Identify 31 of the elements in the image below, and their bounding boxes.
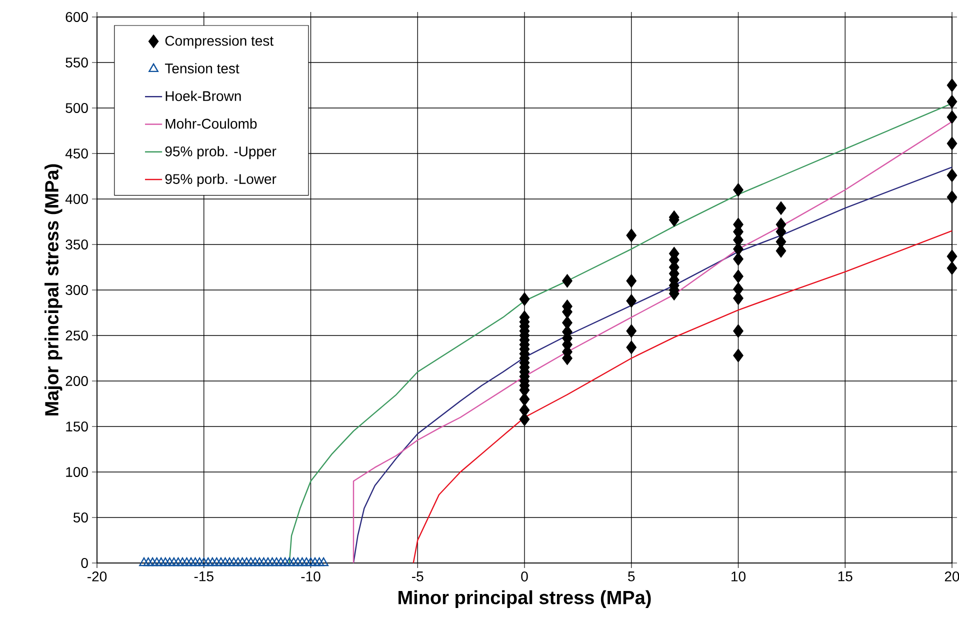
y-tick-label: 100 bbox=[66, 467, 88, 477]
x-tick-label: -20 bbox=[88, 572, 107, 582]
y-tick-label: 550 bbox=[66, 58, 88, 68]
x-tick-label: 5 bbox=[628, 572, 635, 582]
y-tick-label: 150 bbox=[66, 422, 88, 432]
y-tick-label: 450 bbox=[65, 148, 88, 158]
x-tick-label: -10 bbox=[301, 572, 320, 582]
x-tick-label: 15 bbox=[838, 572, 852, 582]
y-tick-label: 400 bbox=[65, 194, 88, 204]
y-tick-label: 600 bbox=[66, 12, 88, 22]
y-tick-label: 350 bbox=[66, 240, 88, 250]
y-tick-label: 0 bbox=[81, 558, 88, 568]
legend-label: Mohr-Coulomb bbox=[166, 118, 257, 129]
x-tick-label: -5 bbox=[412, 572, 424, 582]
y-tick-label: 200 bbox=[66, 376, 88, 386]
legend-label: 95% prob. -Upper bbox=[165, 146, 276, 160]
y-tick-label: 50 bbox=[73, 512, 88, 522]
y-tick-label: 250 bbox=[66, 330, 88, 340]
x-tick-label: -15 bbox=[194, 572, 214, 582]
y-axis-title: Major principal stress (MPa) bbox=[44, 164, 62, 416]
legend-label: Compression test bbox=[165, 35, 274, 49]
legend-label: 95% porb. -Lower bbox=[165, 174, 276, 187]
y-tick-label: 500 bbox=[66, 103, 88, 113]
x-axis-title: Minor principal stress (MPa) bbox=[398, 590, 651, 608]
x-tick-label: 0 bbox=[521, 572, 528, 582]
legend-label: Tension test bbox=[164, 63, 240, 74]
line-series bbox=[412, 230, 953, 564]
y-tick-label: 300 bbox=[66, 285, 88, 295]
legend-label: Hoek-Brown bbox=[166, 90, 241, 102]
x-tick-label: 10 bbox=[732, 572, 746, 582]
x-tick-label: 20 bbox=[944, 572, 959, 582]
